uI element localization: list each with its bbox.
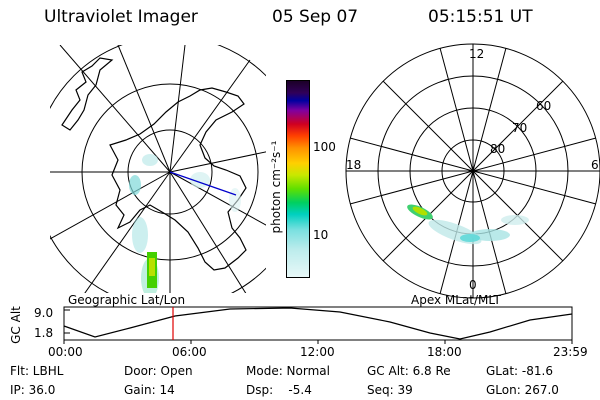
- mlt-label-0: 0: [469, 278, 477, 292]
- info-gain: Gain: 14: [124, 383, 175, 397]
- altitude-plot-frame: [63, 306, 573, 341]
- info-mode: Mode: Normal: [246, 364, 330, 378]
- altitude-xtick-1800: 18:00: [427, 345, 462, 359]
- mlt-label-12: 12: [469, 47, 485, 61]
- mlt-label-6: 6: [591, 158, 599, 172]
- colorbar-tick-100: 100: [313, 140, 336, 154]
- apex-panel-title: Apex MLat/MLT: [411, 293, 501, 307]
- mlat-label-70: 70: [512, 121, 528, 135]
- observation-time: 05:15:51 UT: [428, 7, 533, 27]
- altitude-xtick-2359: 23:59: [553, 345, 588, 359]
- colorbar-tick-10: 10: [313, 228, 329, 242]
- mlt-label-18: 18: [346, 158, 362, 172]
- info-ip: IP: 36.0: [10, 383, 56, 397]
- altitude-ytick-1_8: 1.8: [34, 326, 54, 340]
- intensity-colorbar: [286, 80, 310, 278]
- info-gc-alt: GC Alt: 6.8 Re: [367, 364, 451, 378]
- info-glon: GLon: 267.0: [486, 383, 559, 397]
- instrument-title: Ultraviolet Imager: [44, 7, 198, 27]
- info-dsp: Dsp: -5.4: [246, 383, 312, 397]
- info-flt: Flt: LBHL: [10, 364, 64, 378]
- altitude-ytick-9: 9.0: [34, 306, 54, 320]
- altitude-curve: [63, 307, 573, 340]
- mlat-label-60: 60: [536, 99, 552, 113]
- coastline: [61, 57, 114, 131]
- geographic-panel-title: Geographic Lat/Lon: [68, 293, 186, 307]
- apex-polar-plot: [345, 43, 600, 299]
- observation-date: 05 Sep 07: [272, 7, 359, 27]
- magnetic-meridian: [169, 171, 237, 196]
- altitude-xtick-0000: 00:00: [48, 345, 83, 359]
- altitude-xtick-0600: 06:00: [172, 345, 207, 359]
- altitude-ylabel: GC Alt: [9, 306, 23, 344]
- info-door: Door: Open: [124, 364, 193, 378]
- altitude-xtick-1200: 12:00: [300, 345, 335, 359]
- mlat-label-80: 80: [490, 142, 506, 156]
- info-seq: Seq: 39: [367, 383, 413, 397]
- info-glat: GLat: -81.6: [486, 364, 553, 378]
